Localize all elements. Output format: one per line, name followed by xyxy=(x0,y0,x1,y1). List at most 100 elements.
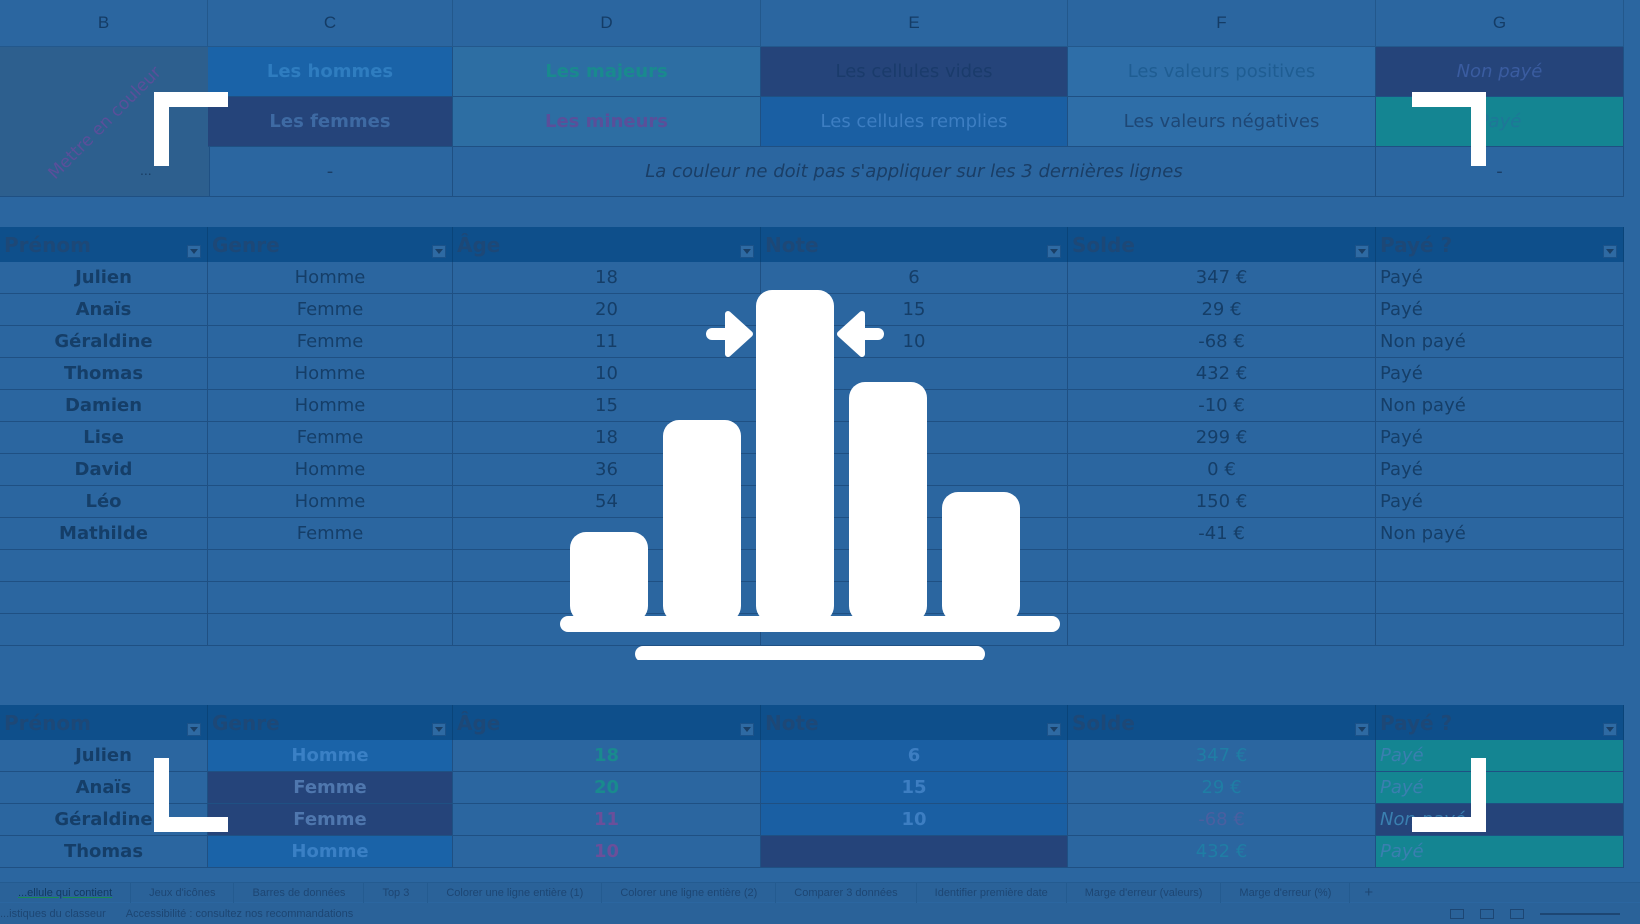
table2-cell[interactable]: Homme xyxy=(208,740,453,772)
table1-cell[interactable]: -68 € xyxy=(1068,326,1376,358)
sheet-tab[interactable]: Marge d'erreur (valeurs) xyxy=(1067,882,1222,903)
table2-header-5[interactable]: Payé ? xyxy=(1376,705,1624,740)
table1-cell[interactable]: 432 € xyxy=(1068,358,1376,390)
page-break-view-icon[interactable] xyxy=(1510,908,1524,919)
accessibility-status[interactable]: Accessibilité : consultez nos recommanda… xyxy=(125,907,354,920)
table2-cell[interactable]: Anaïs xyxy=(0,772,208,804)
sheet-tab[interactable]: Comparer 3 données xyxy=(776,882,917,903)
table1-cell[interactable]: 15 xyxy=(761,294,1068,326)
table1-cell[interactable]: Payé xyxy=(1376,262,1624,294)
filter-dropdown-icon[interactable] xyxy=(187,723,201,736)
table1-cell[interactable]: Payé xyxy=(1376,422,1624,454)
table1-empty-cell[interactable] xyxy=(1068,614,1376,646)
table1-cell[interactable]: 18 xyxy=(453,262,761,294)
sheet-tab[interactable]: Colorer une ligne entière (2) xyxy=(602,882,777,903)
table1-cell[interactable]: Femme xyxy=(208,518,453,550)
filter-dropdown-icon[interactable] xyxy=(1603,245,1617,258)
column-header-c[interactable]: C xyxy=(208,0,453,47)
table1-cell[interactable]: Homme xyxy=(208,262,453,294)
table2-header-1[interactable]: Genre xyxy=(208,705,453,740)
rule-cell-0-2[interactable]: Les cellules vides xyxy=(761,47,1068,97)
table2-header-0[interactable]: Prénom xyxy=(0,705,208,740)
table1-empty-cell[interactable] xyxy=(208,550,453,582)
table2-header-4[interactable]: Solde xyxy=(1068,705,1376,740)
table1-cell[interactable]: Anaïs xyxy=(0,294,208,326)
table2-cell[interactable]: 10 xyxy=(761,804,1068,836)
table1-header-3[interactable]: Note xyxy=(761,227,1068,262)
table1-header-2[interactable]: Âge xyxy=(453,227,761,262)
table1-cell[interactable]: Homme xyxy=(208,390,453,422)
table1-empty-cell[interactable] xyxy=(1068,550,1376,582)
table2-cell[interactable]: Femme xyxy=(208,772,453,804)
table1-cell[interactable]: Mathilde xyxy=(0,518,208,550)
page-layout-view-icon[interactable] xyxy=(1480,908,1494,919)
filter-dropdown-icon[interactable] xyxy=(740,245,754,258)
rule-cell-0-4[interactable]: Non payé xyxy=(1376,47,1624,97)
table2-cell[interactable]: 29 € xyxy=(1068,772,1376,804)
column-header-b[interactable]: B xyxy=(0,0,208,47)
table1-cell[interactable]: Femme xyxy=(208,294,453,326)
filter-dropdown-icon[interactable] xyxy=(187,245,201,258)
table1-cell[interactable]: Femme xyxy=(208,326,453,358)
table1-cell[interactable]: Julien xyxy=(0,262,208,294)
rule-note[interactable]: La couleur ne doit pas s'appliquer sur l… xyxy=(453,147,1376,197)
table2-cell[interactable] xyxy=(761,836,1068,868)
table1-cell[interactable]: Non payé xyxy=(1376,518,1624,550)
table1-cell[interactable]: Homme xyxy=(208,454,453,486)
table1-empty-cell[interactable] xyxy=(761,614,1068,646)
table2-cell[interactable]: 11 xyxy=(453,804,761,836)
sheet-tab[interactable]: ...ellule qui contient xyxy=(0,882,132,903)
table1-cell[interactable]: Géraldine xyxy=(0,326,208,358)
table1-cell[interactable]: -41 € xyxy=(1068,518,1376,550)
filter-dropdown-icon[interactable] xyxy=(1603,723,1617,736)
table1-cell[interactable]: Non payé xyxy=(1376,390,1624,422)
table2-header-2[interactable]: Âge xyxy=(453,705,761,740)
table1-cell[interactable]: 10 xyxy=(761,326,1068,358)
zoom-slider[interactable] xyxy=(1540,912,1620,915)
table2-cell[interactable]: 6 xyxy=(761,740,1068,772)
table1-empty-cell[interactable] xyxy=(0,582,208,614)
rule-cell-1-0[interactable]: Les femmes xyxy=(208,97,453,147)
column-header-f[interactable]: F xyxy=(1068,0,1376,47)
table1-cell[interactable]: Homme xyxy=(208,358,453,390)
table2-cell[interactable]: 15 xyxy=(761,772,1068,804)
column-header-e[interactable]: E xyxy=(761,0,1068,47)
table1-cell[interactable]: Payé xyxy=(1376,358,1624,390)
table1-header-1[interactable]: Genre xyxy=(208,227,453,262)
table1-cell[interactable]: Payé xyxy=(1376,454,1624,486)
filter-dropdown-icon[interactable] xyxy=(432,245,446,258)
table2-cell[interactable]: 347 € xyxy=(1068,740,1376,772)
sheet-tab[interactable]: Marge d'erreur (%) xyxy=(1221,882,1351,903)
rule-note-right[interactable]: - xyxy=(1376,147,1624,197)
table1-cell[interactable]: Payé xyxy=(1376,294,1624,326)
rule-cell-0-3[interactable]: Les valeurs positives xyxy=(1068,47,1376,97)
table1-cell[interactable]: 150 € xyxy=(1068,486,1376,518)
table2-cell[interactable]: Payé xyxy=(1376,772,1624,804)
table1-cell[interactable]: Thomas xyxy=(0,358,208,390)
column-header-g[interactable]: G xyxy=(1376,0,1624,47)
table2-cell[interactable]: 10 xyxy=(453,836,761,868)
filter-dropdown-icon[interactable] xyxy=(1355,245,1369,258)
filter-dropdown-icon[interactable] xyxy=(740,723,754,736)
table1-cell[interactable]: David xyxy=(0,454,208,486)
table2-cell[interactable]: 18 xyxy=(453,740,761,772)
table1-header-4[interactable]: Solde xyxy=(1068,227,1376,262)
table2-cell[interactable]: Thomas xyxy=(0,836,208,868)
column-header-d[interactable]: D xyxy=(453,0,761,47)
table1-cell[interactable]: Homme xyxy=(208,486,453,518)
sheet-tab[interactable]: Identifier première date xyxy=(917,882,1067,903)
table1-cell[interactable]: 29 € xyxy=(1068,294,1376,326)
rule-cell-0-1[interactable]: Les majeurs xyxy=(453,47,761,97)
rule-note-left[interactable]: - xyxy=(208,147,453,197)
table1-cell[interactable]: 6 xyxy=(761,262,1068,294)
table1-cell[interactable]: 0 € xyxy=(1068,454,1376,486)
filter-dropdown-icon[interactable] xyxy=(432,723,446,736)
table1-empty-cell[interactable] xyxy=(1068,582,1376,614)
rule-cell-1-2[interactable]: Les cellules remplies xyxy=(761,97,1068,147)
table1-empty-cell[interactable] xyxy=(1376,550,1624,582)
table1-empty-cell[interactable] xyxy=(208,582,453,614)
rule-cell-1-1[interactable]: Les mineurs xyxy=(453,97,761,147)
table2-cell[interactable]: Payé xyxy=(1376,740,1624,772)
sheet-tab[interactable]: Jeux d'icônes xyxy=(131,882,235,903)
table2-cell[interactable]: -68 € xyxy=(1068,804,1376,836)
